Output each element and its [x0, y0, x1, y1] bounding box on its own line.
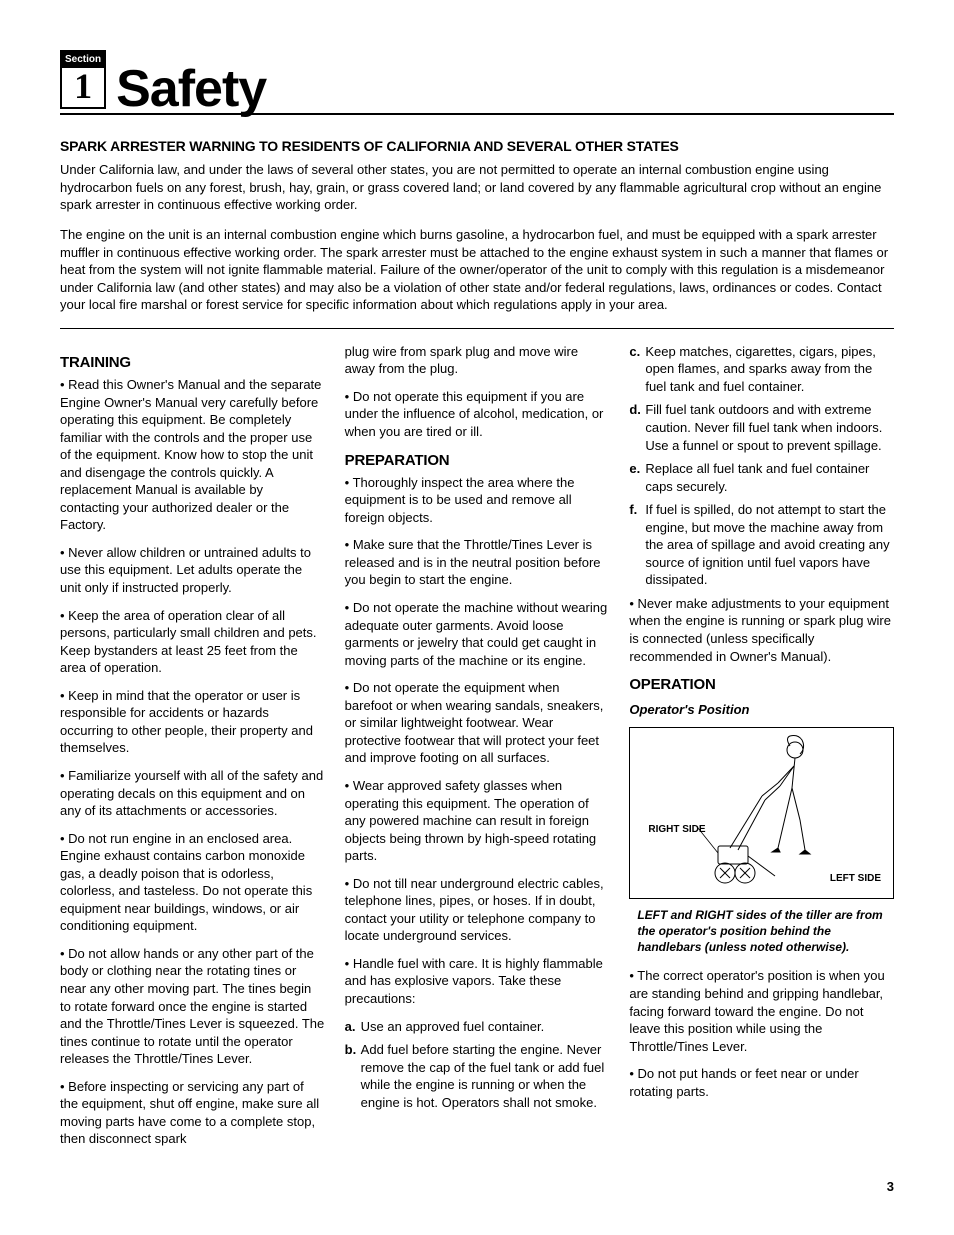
training-bullet: • Do not allow hands or any other part o…	[60, 945, 325, 1068]
operation-subheading: Operator's Position	[629, 701, 894, 719]
letter-f: f.	[629, 501, 645, 589]
illustration-right-label: RIGHT SIDE	[648, 823, 705, 837]
prep-letter-c: c. Keep matches, cigarettes, cigars, pip…	[629, 343, 894, 396]
letter-e-text: Replace all fuel tank and fuel container…	[645, 460, 894, 495]
operator-illustration: RIGHT SIDE LEFT SIDE	[629, 727, 894, 899]
content-columns: TRAINING • Read this Owner's Manual and …	[60, 343, 894, 1158]
training-bullet: • Keep the area of operation clear of al…	[60, 607, 325, 677]
training-bullet: • Never allow children or untrained adul…	[60, 544, 325, 597]
training-heading: TRAINING	[60, 353, 325, 373]
preparation-heading: PREPARATION	[345, 451, 610, 471]
prep-bullet: • Wear approved safety glasses when oper…	[345, 777, 610, 865]
prep-bullet: • Do not operate the equipment when bare…	[345, 679, 610, 767]
divider	[60, 328, 894, 329]
letter-c: c.	[629, 343, 645, 396]
column-3: c. Keep matches, cigarettes, cigars, pip…	[629, 343, 894, 1158]
operation-heading: OPERATION	[629, 675, 894, 695]
col2-bullet: • Do not operate this equipment if you a…	[345, 388, 610, 441]
col3-bullet: • Never make adjustments to your equipme…	[629, 595, 894, 665]
prep-bullet: • Handle fuel with care. It is highly fl…	[345, 955, 610, 1008]
letter-d: d.	[629, 401, 645, 454]
letter-d-text: Fill fuel tank outdoors and with extreme…	[645, 401, 894, 454]
training-bullet: • Before inspecting or servicing any par…	[60, 1078, 325, 1148]
training-bullet: • Read this Owner's Manual and the separ…	[60, 376, 325, 534]
prep-bullet: • Thoroughly inspect the area where the …	[345, 474, 610, 527]
prep-bullet: • Make sure that the Throttle/Tines Leve…	[345, 536, 610, 589]
warning-p1: Under California law, and under the laws…	[60, 161, 894, 214]
letter-e: e.	[629, 460, 645, 495]
prep-letter-a: a. Use an approved fuel container.	[345, 1018, 610, 1036]
letter-c-text: Keep matches, cigarettes, cigars, pipes,…	[645, 343, 894, 396]
prep-letter-f: f. If fuel is spilled, do not attempt to…	[629, 501, 894, 589]
prep-letter-e: e. Replace all fuel tank and fuel contai…	[629, 460, 894, 495]
page-number: 3	[60, 1178, 894, 1196]
col2-continuation: plug wire from spark plug and move wire …	[345, 343, 610, 378]
prep-bullet: • Do not till near underground electric …	[345, 875, 610, 945]
column-2: plug wire from spark plug and move wire …	[345, 343, 610, 1158]
illustration-caption: LEFT and RIGHT sides of the tiller are f…	[637, 907, 886, 956]
operation-bullet: • The correct operator's position is whe…	[629, 967, 894, 1055]
section-badge: Section 1	[60, 50, 106, 109]
training-bullet: • Familiarize yourself with all of the s…	[60, 767, 325, 820]
prep-letter-b: b. Add fuel before starting the engine. …	[345, 1041, 610, 1111]
illustration-left-label: LEFT SIDE	[830, 872, 881, 886]
training-bullet: • Do not run engine in an enclosed area.…	[60, 830, 325, 935]
warning-heading: SPARK ARRESTER WARNING TO RESIDENTS OF C…	[60, 137, 894, 156]
letter-a-text: Use an approved fuel container.	[361, 1018, 610, 1036]
letter-b-text: Add fuel before starting the engine. Nev…	[361, 1041, 610, 1111]
section-number: 1	[74, 66, 92, 106]
letter-a: a.	[345, 1018, 361, 1036]
training-bullet: • Keep in mind that the operator or user…	[60, 687, 325, 757]
page-header: Section 1 Safety	[60, 50, 894, 115]
warning-body: Under California law, and under the laws…	[60, 161, 894, 313]
letter-b: b.	[345, 1041, 361, 1111]
column-1: TRAINING • Read this Owner's Manual and …	[60, 343, 325, 1158]
warning-p2: The engine on the unit is an internal co…	[60, 226, 894, 314]
letter-f-text: If fuel is spilled, do not attempt to st…	[645, 501, 894, 589]
prep-bullet: • Do not operate the machine without wea…	[345, 599, 610, 669]
prep-letter-d: d. Fill fuel tank outdoors and with extr…	[629, 401, 894, 454]
operation-bullet: • Do not put hands or feet near or under…	[629, 1065, 894, 1100]
page-title: Safety	[116, 63, 266, 115]
